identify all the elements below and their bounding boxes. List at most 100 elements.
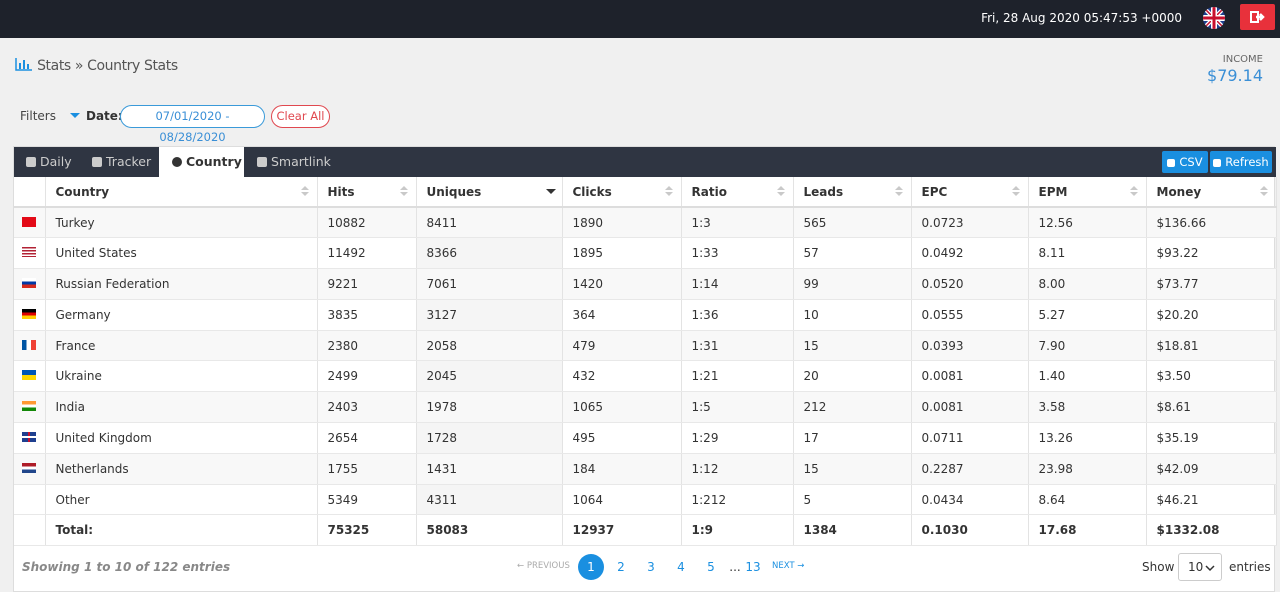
top-bar: Fri, 28 Aug 2020 05:47:53 +0000 [0, 0, 1280, 38]
table-cell: 20 [793, 360, 912, 393]
table-cell: 0.0434 [911, 484, 1029, 516]
table-cell: 0.0555 [911, 299, 1029, 331]
table-info: Showing 1 to 10 of 122 entries [22, 560, 231, 574]
tab-icon [172, 157, 182, 167]
table-cell: 17 [793, 422, 912, 454]
page-link[interactable]: 13 [745, 560, 761, 574]
flag-cell [14, 391, 46, 424]
page-size: 10 [1188, 560, 1204, 574]
table-cell: 8.64 [1028, 484, 1147, 516]
table-cell: 1:36 [681, 299, 794, 331]
table-cell: 2499 [317, 360, 417, 393]
btn-icon [1213, 159, 1222, 167]
country-flag [22, 277, 36, 288]
country-flag [22, 401, 36, 412]
table-cell: 7.90 [1028, 330, 1147, 362]
table-cell: 9221 [317, 268, 417, 300]
page-link[interactable]: 3 [647, 560, 655, 574]
table-cell: 364 [562, 299, 682, 331]
table-cell: 1431 [416, 453, 563, 485]
next[interactable]: NEXT → [772, 561, 805, 571]
refresh-button[interactable]: Refresh [1210, 151, 1272, 173]
column-header[interactable]: EPC [911, 177, 1029, 208]
table-cell: United Kingdom [45, 422, 318, 454]
table-cell: 184 [562, 453, 682, 485]
country-flag [22, 247, 36, 258]
table-row: Russian Federation 9221 7061 1420 1:14 99 0.05… [14, 268, 1277, 300]
table-cell: $42.09 [1146, 453, 1277, 485]
language-flag[interactable] [1203, 7, 1225, 29]
tab-bar: Daily Tracker Country Smartlink CSV Refr… [14, 147, 1276, 177]
country-flag [22, 308, 36, 319]
page-current[interactable]: 1 [578, 554, 604, 580]
caret [69, 113, 80, 118]
page-link[interactable]: 4 [677, 560, 685, 574]
table-cell: 1:3 [681, 207, 794, 239]
page-link[interactable]: 2 [617, 560, 625, 574]
table-cell: 99 [793, 268, 912, 300]
logout-icon [1250, 11, 1265, 23]
filters-toggle[interactable]: Filters [20, 109, 82, 123]
flag-cell [14, 268, 46, 300]
page-size-select[interactable]: 10 [1178, 553, 1222, 581]
column-header[interactable]: Money [1146, 177, 1277, 208]
csv-button[interactable]: CSV [1162, 151, 1208, 173]
breadcrumb-separator: » [74, 58, 84, 74]
column-header[interactable]: EPM [1028, 177, 1147, 208]
logout-button[interactable] [1240, 4, 1275, 30]
table-cell: 3127 [416, 299, 563, 331]
tab-label: Country [186, 154, 242, 169]
table-cell: 1:14 [681, 268, 794, 300]
country-flag [22, 462, 36, 473]
page-link[interactable]: 5 [707, 560, 715, 574]
column-header[interactable]: Hits [317, 177, 417, 208]
table-cell: 0.0393 [911, 330, 1029, 362]
table-cell: 495 [562, 422, 682, 454]
table-cell: 479 [562, 330, 682, 362]
sort-icon [1129, 186, 1138, 198]
tab[interactable]: Tracker [92, 147, 151, 177]
table-cell: $20.20 [1146, 299, 1277, 331]
table-cell: 1895 [562, 237, 682, 270]
breadcrumb-section[interactable]: Stats [37, 58, 71, 74]
table-cell: 2654 [317, 422, 417, 454]
sort-icon [1259, 186, 1268, 198]
column-header[interactable]: Leads [793, 177, 912, 208]
flag-icon [1203, 7, 1225, 29]
sort-icon [664, 186, 673, 198]
table-cell: 7061 [416, 268, 563, 300]
tab[interactable]: Daily [26, 147, 72, 177]
table-cell: 432 [562, 360, 682, 393]
sort-icon [894, 186, 903, 198]
column-header[interactable]: Ratio [681, 177, 794, 208]
filters-label: Filters [20, 109, 56, 123]
table-cell: 2058 [416, 330, 563, 362]
table-cell: India [45, 391, 318, 424]
tab[interactable]: Smartlink [257, 147, 331, 177]
table-cell: 5349 [317, 484, 417, 516]
tab-active[interactable]: Country [159, 147, 244, 177]
total-cell: 12937 [562, 514, 682, 547]
sort-icon [1011, 186, 1020, 198]
date-range[interactable]: 07/01/2020 - 08/28/2020 [120, 105, 265, 144]
select-caret [1205, 565, 1215, 572]
table-cell: United States [45, 237, 318, 270]
column-header[interactable]: Uniques [416, 177, 563, 208]
clear-all[interactable]: Clear All [271, 105, 330, 128]
previous[interactable]: ← PREVIOUS [517, 561, 570, 571]
table-cell: 1064 [562, 484, 682, 516]
column-header[interactable]: Clicks [562, 177, 682, 208]
table-cell: 0.0492 [911, 237, 1029, 270]
table-cell: 3835 [317, 299, 417, 331]
table-cell: 11492 [317, 237, 417, 270]
table-cell: 1:29 [681, 422, 794, 454]
table-cell: Germany [45, 299, 318, 331]
income-value: $79.14 [1207, 66, 1263, 85]
total-cell: 17.68 [1028, 514, 1147, 547]
date-label: Date: [86, 109, 123, 123]
table-cell: $8.61 [1146, 391, 1277, 424]
column-header[interactable]: Country [45, 177, 318, 208]
tab-icon [92, 157, 102, 167]
table-cell: France [45, 330, 318, 362]
